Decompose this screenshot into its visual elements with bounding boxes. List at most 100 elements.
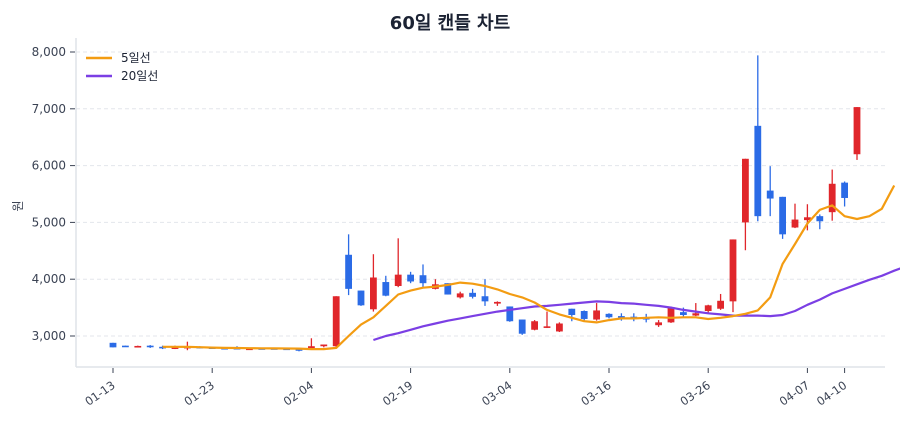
candle-down bbox=[605, 313, 613, 319]
candle-body bbox=[791, 219, 799, 228]
candle-body bbox=[109, 342, 117, 348]
candle-body bbox=[618, 316, 625, 318]
candle-down bbox=[766, 166, 774, 217]
y-axis-label: 원 bbox=[11, 200, 25, 211]
candle-body bbox=[828, 183, 836, 213]
candle-body bbox=[531, 321, 538, 330]
legend-label-ma20: 20일선 bbox=[121, 69, 158, 83]
candle-body bbox=[382, 282, 390, 296]
y-tick-label: 8,000 bbox=[32, 45, 66, 59]
candle-body bbox=[370, 277, 377, 310]
candle-body bbox=[394, 274, 402, 287]
axes: 3,000 4,000 5,000 6,000 7,000 8,000 01-13 01-23… bbox=[32, 38, 885, 409]
candle-up bbox=[556, 322, 563, 333]
candle-body bbox=[692, 313, 700, 316]
y-tick-label: 7,000 bbox=[32, 102, 66, 116]
candle-body bbox=[456, 293, 464, 298]
candle-down bbox=[469, 288, 476, 299]
candle-body bbox=[419, 275, 427, 284]
candle-body bbox=[593, 310, 600, 320]
candle-down bbox=[779, 196, 786, 239]
candle-down bbox=[754, 55, 762, 222]
x-tick-label: 04-07 bbox=[777, 378, 812, 409]
candle-body bbox=[444, 283, 452, 295]
candle-body bbox=[481, 296, 489, 302]
candle-body bbox=[308, 346, 315, 349]
candle-up bbox=[308, 338, 315, 350]
candle-down bbox=[518, 319, 526, 335]
candle-up bbox=[320, 344, 328, 348]
x-tick-label: 04-10 bbox=[814, 378, 849, 409]
candle-up bbox=[667, 306, 675, 323]
candle-up bbox=[791, 203, 799, 229]
y-tick-label: 3,000 bbox=[32, 329, 66, 343]
x-tick-label: 01-13 bbox=[82, 378, 117, 409]
candle-body bbox=[407, 274, 414, 282]
candle-body bbox=[779, 196, 786, 235]
candle-body bbox=[469, 292, 476, 297]
x-tick-label: 01-23 bbox=[182, 378, 217, 409]
legend: 5일선 20일선 bbox=[86, 51, 158, 83]
candle-up bbox=[494, 301, 501, 306]
candle-body bbox=[320, 344, 328, 347]
candle-down bbox=[481, 279, 489, 306]
candle-body bbox=[729, 239, 737, 302]
candle-up bbox=[692, 303, 700, 317]
candle-body bbox=[146, 345, 154, 348]
candle-body bbox=[494, 301, 501, 304]
candle-up bbox=[729, 239, 737, 313]
candle-down bbox=[122, 345, 129, 348]
candle-body bbox=[518, 319, 526, 334]
candle-up bbox=[332, 296, 340, 348]
candle-down bbox=[580, 310, 588, 322]
candle-body bbox=[841, 182, 848, 198]
candle-up bbox=[804, 204, 811, 231]
candle-body bbox=[804, 217, 811, 221]
candle-body bbox=[134, 345, 142, 348]
candle-up bbox=[531, 320, 538, 331]
legend-label-ma5: 5일선 bbox=[121, 51, 151, 65]
candle-body bbox=[580, 311, 588, 319]
candle-down bbox=[568, 308, 576, 322]
x-tick-label: 03-16 bbox=[578, 378, 613, 409]
gridlines bbox=[76, 51, 885, 337]
candle-up bbox=[134, 345, 142, 348]
ma5-line bbox=[162, 184, 896, 351]
candle-body bbox=[667, 307, 675, 323]
candles bbox=[109, 55, 861, 352]
ma20-line bbox=[373, 267, 900, 342]
candle-up bbox=[394, 238, 402, 288]
candle-body bbox=[171, 347, 179, 349]
candle-up bbox=[828, 169, 836, 221]
candle-up bbox=[742, 158, 749, 251]
candle-down bbox=[345, 234, 352, 296]
candle-body bbox=[506, 306, 514, 322]
candle-up bbox=[370, 254, 377, 312]
candle-body bbox=[680, 312, 687, 315]
candle-down bbox=[357, 290, 365, 306]
candle-down bbox=[146, 345, 154, 348]
y-tick-label: 4,000 bbox=[32, 272, 66, 286]
candle-body bbox=[704, 305, 712, 312]
candle-body bbox=[754, 125, 762, 217]
x-tick-label: 02-04 bbox=[281, 378, 316, 409]
candle-up bbox=[704, 304, 712, 314]
x-tick-label: 03-26 bbox=[678, 378, 713, 409]
chart-title: 60일 캔들 차트 bbox=[389, 13, 511, 34]
candle-body bbox=[655, 322, 662, 326]
y-tick-label: 5,000 bbox=[32, 215, 66, 229]
candle-body bbox=[742, 158, 749, 223]
candle-body bbox=[816, 216, 824, 222]
candle-body bbox=[332, 296, 340, 347]
candle-body bbox=[717, 300, 724, 309]
candle-down bbox=[816, 214, 824, 230]
candle-up bbox=[456, 291, 464, 299]
candle-up bbox=[543, 311, 551, 329]
candle-down bbox=[407, 271, 414, 284]
candle-down bbox=[841, 181, 848, 207]
candle-body bbox=[605, 313, 613, 318]
candle-body bbox=[122, 345, 129, 348]
candle-down bbox=[109, 342, 117, 348]
